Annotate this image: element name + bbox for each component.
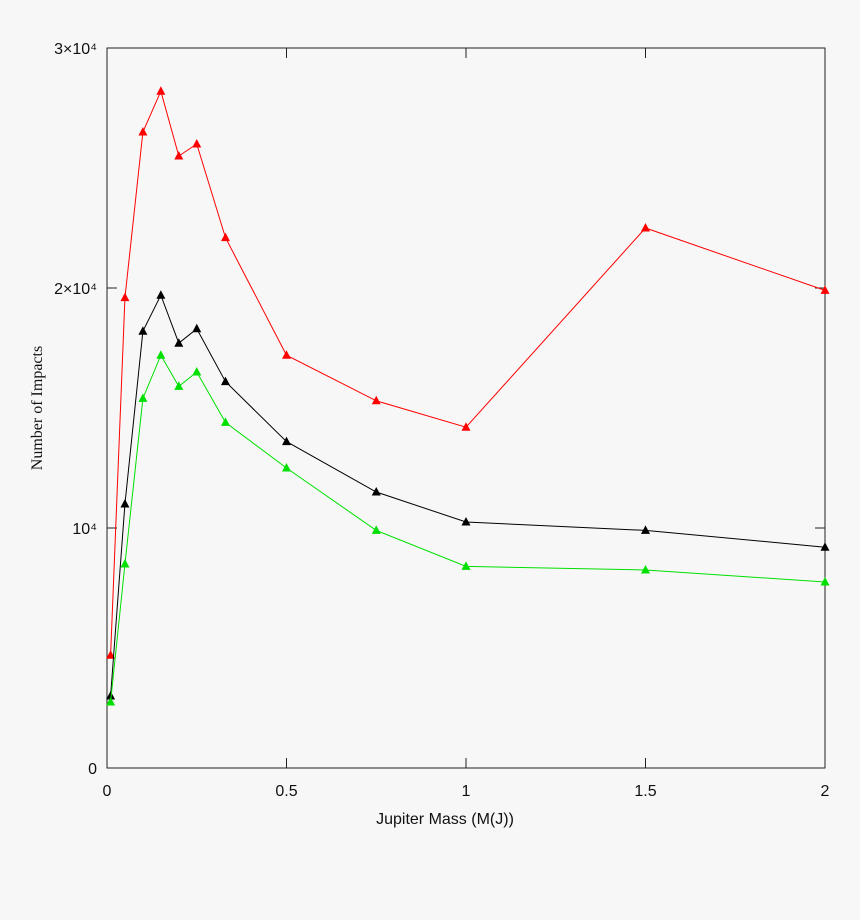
data-point — [174, 338, 184, 347]
data-point — [371, 487, 381, 496]
data-point — [220, 232, 230, 242]
data-point — [106, 697, 116, 706]
x-tick-label: 1 — [462, 783, 471, 800]
data-point — [282, 436, 291, 446]
data-point — [641, 223, 650, 232]
x-axis-label: Jupiter Mass (M(J)) — [376, 811, 514, 828]
data-point — [820, 285, 830, 294]
data-point — [120, 292, 130, 302]
y-tick-label: 10⁴ — [72, 521, 97, 538]
data-point — [371, 525, 381, 534]
y-tick-label: 3×10⁴ — [54, 41, 97, 58]
data-point — [192, 139, 202, 148]
data-point — [106, 691, 116, 700]
data-point — [282, 463, 291, 472]
data-point — [192, 323, 202, 333]
data-point — [106, 650, 116, 659]
data-point — [174, 381, 184, 390]
y-tick-label: 0 — [88, 761, 97, 778]
data-point — [156, 86, 166, 95]
data-point — [461, 422, 471, 431]
data-point — [138, 393, 148, 402]
data-point — [282, 350, 291, 359]
x-tick-label: 1.5 — [634, 783, 656, 800]
data-point — [156, 350, 166, 359]
data-point — [371, 395, 381, 405]
x-tick-label: 0 — [103, 783, 112, 800]
y-tick-label: 2×10⁴ — [54, 281, 97, 298]
data-point — [138, 326, 148, 335]
data-point — [461, 517, 471, 526]
data-point — [220, 417, 230, 426]
x-tick-label: 0.5 — [275, 783, 297, 800]
series-line — [110, 293, 826, 697]
data-point — [641, 525, 650, 534]
data-point — [120, 559, 130, 568]
y-axis-label: Number of Impacts — [29, 346, 46, 470]
series-line — [110, 89, 826, 656]
series-line — [110, 354, 826, 703]
data-point — [174, 151, 184, 160]
data-point — [192, 367, 202, 376]
data-point — [820, 542, 830, 551]
data-point — [461, 561, 471, 570]
data-point — [820, 577, 830, 586]
data-point — [641, 565, 650, 574]
data-point — [138, 127, 148, 136]
data-point — [120, 499, 130, 508]
x-tick-label: 2 — [821, 783, 830, 800]
data-point — [220, 376, 230, 386]
data-point — [156, 290, 166, 299]
plot-frame — [106, 47, 826, 769]
